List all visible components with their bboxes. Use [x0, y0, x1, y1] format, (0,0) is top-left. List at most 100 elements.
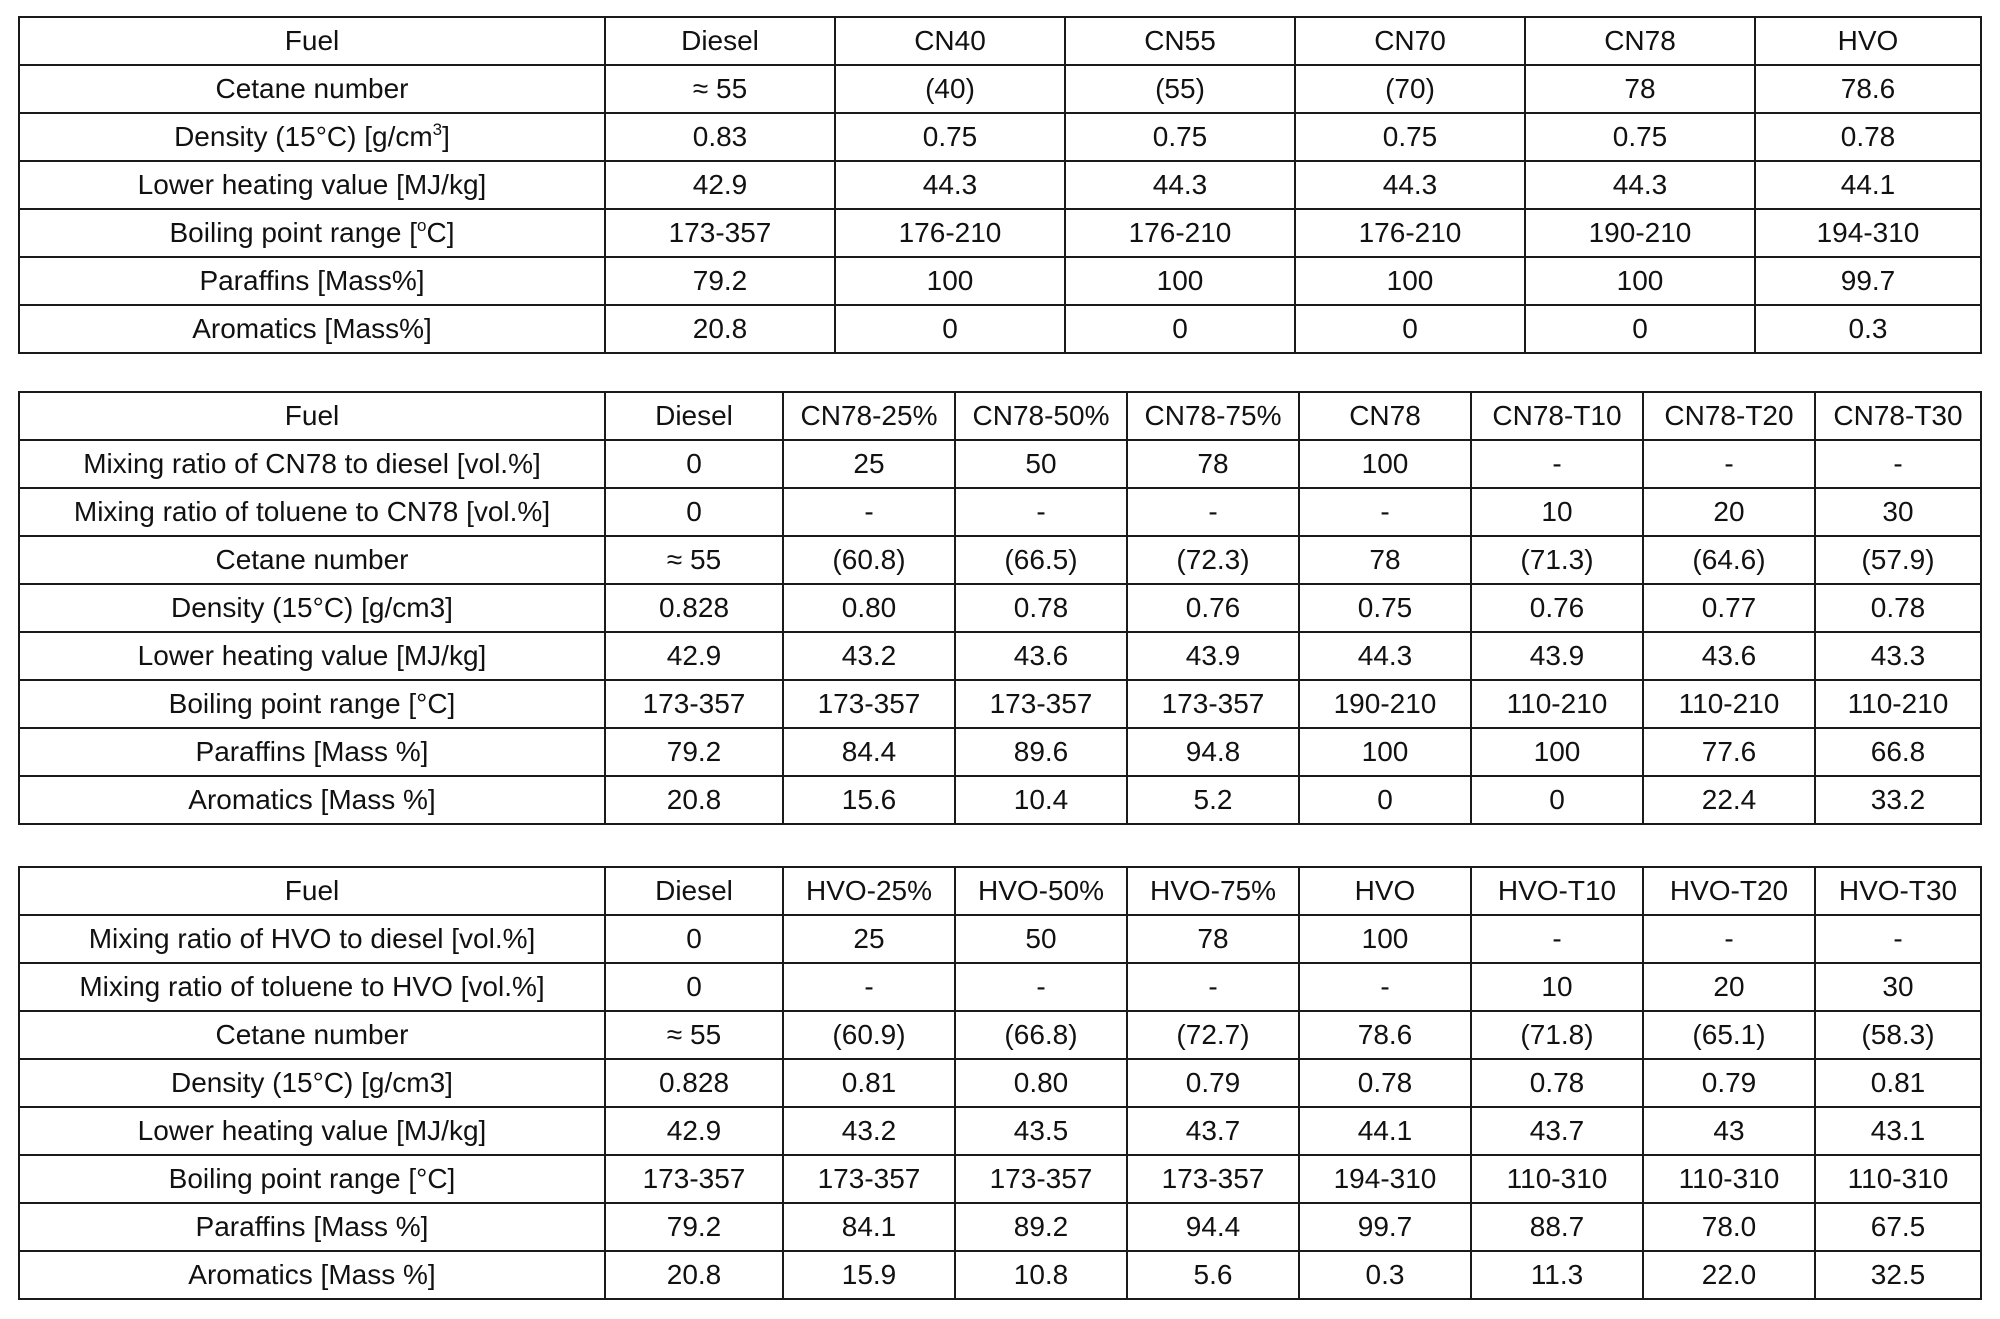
- table-cell: 30: [1814, 487, 1982, 537]
- header-cell: Fuel: [18, 866, 606, 916]
- table-cell: 100: [1298, 914, 1472, 964]
- table-cell: 190-210: [1524, 208, 1756, 258]
- table-row: Boiling point range [oC] 173-357 176-210…: [18, 208, 1982, 258]
- table-cell: 0.81: [1814, 1058, 1982, 1108]
- table-cell: 0: [1294, 304, 1526, 354]
- table-cell: 0.78: [954, 583, 1128, 633]
- table-cell: 20.8: [604, 1250, 784, 1300]
- table-cell: 43.7: [1470, 1106, 1644, 1156]
- table-cell: 0.78: [1298, 1058, 1472, 1108]
- row-label: Density (15°C) [g/cm3]: [18, 112, 606, 162]
- table-cell: 78: [1298, 535, 1472, 585]
- table-cell: 43.3: [1814, 631, 1982, 681]
- table-cell: (64.6): [1642, 535, 1816, 585]
- table-cell: 0: [1064, 304, 1296, 354]
- header-cell: HVO-50%: [954, 866, 1128, 916]
- table-cell: 0.79: [1126, 1058, 1300, 1108]
- row-label: Aromatics [Mass %]: [18, 1250, 606, 1300]
- table-cell: 0.80: [782, 583, 956, 633]
- table-row: Paraffins [Mass %] 79.2 84.4 89.6 94.8 1…: [18, 727, 1982, 777]
- table-cell: -: [954, 487, 1128, 537]
- table-cell: 10.8: [954, 1250, 1128, 1300]
- table-cell: 10.4: [954, 775, 1128, 825]
- table-cell: 0.83: [604, 112, 836, 162]
- row-label: Paraffins [Mass %]: [18, 727, 606, 777]
- table-row: Density (15°C) [g/cm3] 0.828 0.81 0.80 0…: [18, 1058, 1982, 1108]
- table-row: Paraffins [Mass%] 79.2 100 100 100 100 9…: [18, 256, 1982, 306]
- table-row: Lower heating value [MJ/kg] 42.9 44.3 44…: [18, 160, 1982, 210]
- table-cell: 20.8: [604, 304, 836, 354]
- table-cell: (58.3): [1814, 1010, 1982, 1060]
- table-cell: 0.828: [604, 583, 784, 633]
- table-cell: 0: [604, 914, 784, 964]
- row-label: Lower heating value [MJ/kg]: [18, 1106, 606, 1156]
- table-cell: (66.5): [954, 535, 1128, 585]
- header-cell: HVO-75%: [1126, 866, 1300, 916]
- table-row: Aromatics [Mass %] 20.8 15.9 10.8 5.6 0.…: [18, 1250, 1982, 1300]
- table-cell: 100: [1524, 256, 1756, 306]
- row-label-text: Density (15°C) [g/cm: [174, 121, 433, 152]
- table-cell: -: [1814, 914, 1982, 964]
- hvo-blends-table: Fuel Diesel HVO-25% HVO-50% HVO-75% HVO …: [18, 866, 1982, 1300]
- table-cell: 11.3: [1470, 1250, 1644, 1300]
- table-cell: 0.828: [604, 1058, 784, 1108]
- table-cell: 0: [1470, 775, 1644, 825]
- table-cell: (72.7): [1126, 1010, 1300, 1060]
- table-cell: 79.2: [604, 727, 784, 777]
- header-cell: CN70: [1294, 16, 1526, 66]
- table-cell: -: [1642, 439, 1816, 489]
- table-cell: 43.1: [1814, 1106, 1982, 1156]
- header-cell: HVO: [1298, 866, 1472, 916]
- table-cell: ≈ 55: [604, 1010, 784, 1060]
- table-cell: 43.2: [782, 631, 956, 681]
- header-cell: CN55: [1064, 16, 1296, 66]
- table-cell: 44.3: [1064, 160, 1296, 210]
- table-cell: 78: [1126, 914, 1300, 964]
- row-label: Mixing ratio of CN78 to diesel [vol.%]: [18, 439, 606, 489]
- table-cell: 173-357: [604, 679, 784, 729]
- table-cell: 176-210: [1294, 208, 1526, 258]
- table-cell: (71.8): [1470, 1010, 1644, 1060]
- header-cell: HVO-25%: [782, 866, 956, 916]
- table-cell: 99.7: [1298, 1202, 1472, 1252]
- table-cell: 0.81: [782, 1058, 956, 1108]
- row-label: Aromatics [Mass %]: [18, 775, 606, 825]
- table-cell: 43.9: [1126, 631, 1300, 681]
- table-cell: 43.7: [1126, 1106, 1300, 1156]
- table-cell: (72.3): [1126, 535, 1300, 585]
- table-cell: (60.9): [782, 1010, 956, 1060]
- table-row: Lower heating value [MJ/kg] 42.9 43.2 43…: [18, 631, 1982, 681]
- table-cell: 66.8: [1814, 727, 1982, 777]
- table-cell: 0: [604, 487, 784, 537]
- header-cell: HVO-T20: [1642, 866, 1816, 916]
- table-cell: -: [782, 962, 956, 1012]
- table-cell: (55): [1064, 64, 1296, 114]
- header-cell: CN78-50%: [954, 391, 1128, 441]
- table-cell: -: [1126, 487, 1300, 537]
- table-cell: 5.6: [1126, 1250, 1300, 1300]
- row-label: Mixing ratio of toluene to CN78 [vol.%]: [18, 487, 606, 537]
- table-cell: 42.9: [604, 160, 836, 210]
- table-cell: 194-310: [1298, 1154, 1472, 1204]
- table-cell: -: [1298, 487, 1472, 537]
- table-cell: 44.3: [1294, 160, 1526, 210]
- table-cell: 0.3: [1754, 304, 1982, 354]
- table-cell: 89.6: [954, 727, 1128, 777]
- table-cell: 0.76: [1470, 583, 1644, 633]
- table-cell: 0.3: [1298, 1250, 1472, 1300]
- row-label-text: C]: [426, 217, 455, 248]
- table-cell: (66.8): [954, 1010, 1128, 1060]
- header-cell: CN78-25%: [782, 391, 956, 441]
- row-label: Boiling point range [oC]: [18, 208, 606, 258]
- row-label: Cetane number: [18, 1010, 606, 1060]
- table-cell: 78: [1126, 439, 1300, 489]
- table-cell: (71.3): [1470, 535, 1644, 585]
- superscript: o: [417, 216, 427, 235]
- table-row: Boiling point range [°C] 173-357 173-357…: [18, 1154, 1982, 1204]
- table-cell: 0: [1298, 775, 1472, 825]
- table-cell: (70): [1294, 64, 1526, 114]
- header-cell: Fuel: [18, 391, 606, 441]
- table-cell: 22.0: [1642, 1250, 1816, 1300]
- table-cell: 50: [954, 439, 1128, 489]
- table-cell: 100: [1470, 727, 1644, 777]
